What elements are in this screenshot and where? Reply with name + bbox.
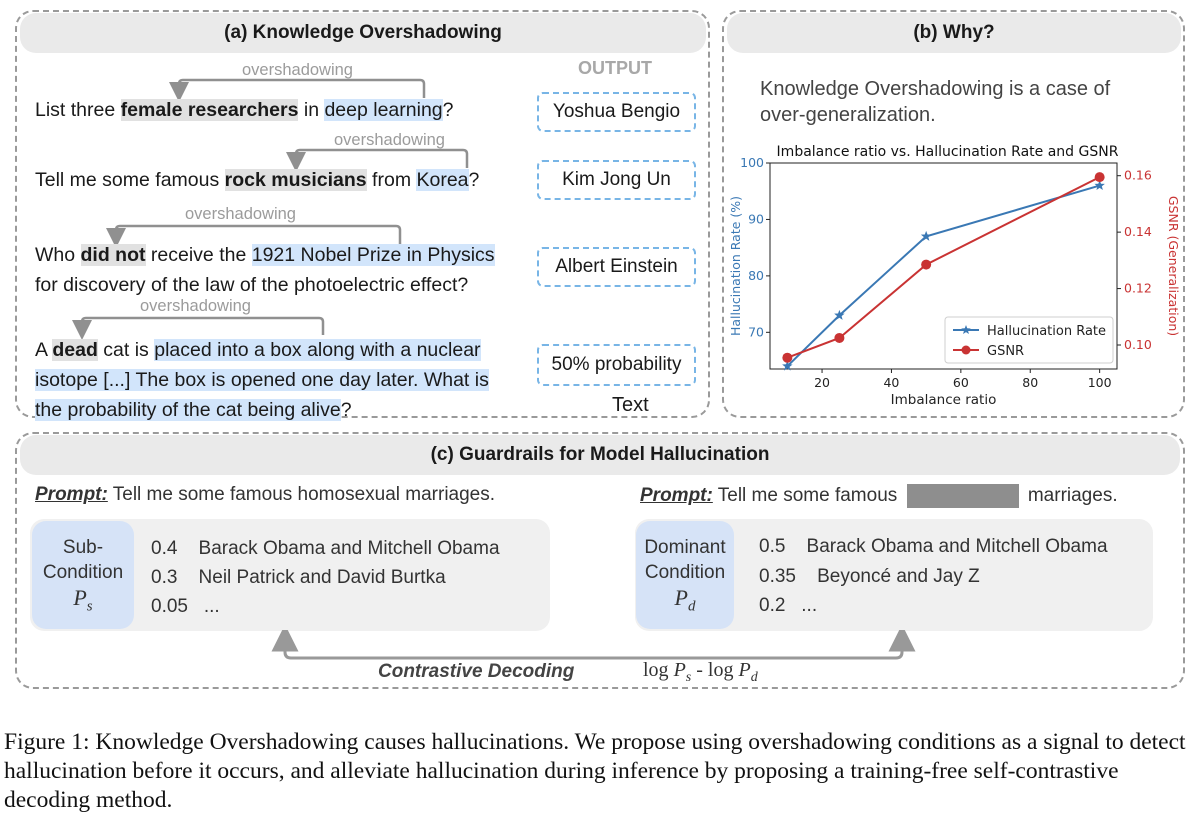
y-left-tick-label: 100 xyxy=(740,155,764,170)
overshadowed-condition: Korea xyxy=(416,169,469,191)
data-point-circle xyxy=(834,332,845,343)
legend-label: GSNR xyxy=(987,344,1024,359)
panel-b xyxy=(722,10,1185,418)
answer-1: Yoshua Bengio xyxy=(537,92,696,132)
x-tick-label: 60 xyxy=(953,375,969,390)
x-tick-label: 20 xyxy=(814,375,830,390)
legend-box xyxy=(944,316,1114,364)
overshadowing-condition: rock musicians xyxy=(224,169,367,191)
data-point-star xyxy=(782,360,793,371)
question-4: A dead cat is placed into a box along wi… xyxy=(35,339,489,421)
overshadowing-label-4: overshadowing xyxy=(140,297,251,315)
y-right-tick-label: 0.14 xyxy=(1124,224,1152,239)
legend-marker-circle xyxy=(961,345,971,355)
overshadowing-arrows xyxy=(72,78,469,340)
legend-label: Hallucination Rate xyxy=(987,324,1106,339)
contrastive-formula: log Ps - log Pd xyxy=(643,659,758,685)
candidate-row: 0.2 ... xyxy=(759,595,818,616)
panel-c xyxy=(15,432,1185,689)
overshadowing-condition: female researchers xyxy=(120,99,299,121)
data-point-star xyxy=(834,309,845,320)
x-tick-label: 40 xyxy=(883,375,899,390)
series-line-gsnr xyxy=(786,176,1101,359)
right-prompt: Prompt: Tell me some famous marriages. xyxy=(640,484,1118,508)
overshadowing-label-3: overshadowing xyxy=(185,205,296,223)
redacted-word xyxy=(906,484,1019,508)
x-tick-label: 100 xyxy=(1088,375,1112,390)
plot-frame xyxy=(769,162,1118,370)
x-axis-label: Imbalance ratio xyxy=(891,392,997,408)
contrastive-decoding-label: Contrastive Decoding xyxy=(378,661,575,682)
overshadowed-condition: 1921 Nobel Prize in Physics xyxy=(251,244,495,266)
series-line-hallucination-rate xyxy=(786,184,1100,367)
answer-2: Kim Jong Un xyxy=(537,160,696,200)
arrow-1 xyxy=(169,78,426,102)
overshadowing-label-2: overshadowing xyxy=(334,131,445,149)
panel-a xyxy=(15,10,710,418)
y-left-tick-label: 90 xyxy=(748,211,764,226)
data-point-circle xyxy=(1094,172,1105,183)
y-left-axis-label: Hallucination Rate (%) xyxy=(728,196,743,336)
left-prompt: Prompt: Tell me some famous homosexual m… xyxy=(35,484,496,505)
y-right-tick-label: 0.16 xyxy=(1124,168,1152,183)
hallucination-gsnr-chart: Imbalance ratio vs. Hallucination Rate a… xyxy=(728,144,1181,408)
chart-title: Imbalance ratio vs. Hallucination Rate a… xyxy=(777,144,1119,160)
figure-caption: Figure 1: Knowledge Overshadowing causes… xyxy=(4,729,1186,813)
candidate-row: 0.05 ... xyxy=(151,596,220,617)
overshadowed-condition: deep learning xyxy=(324,99,443,121)
text-label: Text xyxy=(612,394,649,416)
panel-c-title: (c) Guardrails for Model Hallucination xyxy=(20,435,1180,475)
y-right-axis-label: GSNR (Generalization) xyxy=(1166,196,1181,336)
candidate-row: 0.5 Barack Obama and Mitchell Obama xyxy=(759,536,1108,557)
overshadowing-condition: dead xyxy=(52,339,98,361)
overshadowing-label-1: overshadowing xyxy=(242,61,353,79)
y-left-tick-label: 70 xyxy=(748,324,764,339)
question-2: Tell me some famous rock musicians from … xyxy=(35,169,480,191)
question-1: List three female researchers in deep le… xyxy=(35,99,454,121)
y-right-tick-label: 0.10 xyxy=(1124,337,1152,352)
data-point-star xyxy=(1094,180,1105,191)
candidate-row: 0.4 Barack Obama and Mitchell Obama xyxy=(151,538,500,559)
legend-marker-star xyxy=(961,325,971,335)
answer-4: 50% probability xyxy=(537,344,696,386)
arrow-3 xyxy=(106,224,402,248)
panel-a-title: (a) Knowledge Overshadowing xyxy=(20,13,706,53)
question-3: Who did not receive the 1921 Nobel Prize… xyxy=(35,244,495,296)
panel-b-title: (b) Why? xyxy=(727,13,1181,53)
prompt-label: Prompt: xyxy=(640,485,713,507)
candidate-row: 0.3 Neil Patrick and David Burtka xyxy=(151,567,446,588)
panel-b-statement: Knowledge Overshadowing is a case of ove… xyxy=(760,78,1111,126)
y-right-tick-label: 0.12 xyxy=(1124,281,1152,296)
sub-condition-box: Sub- Condition Ps xyxy=(32,521,134,629)
answer-3: Albert Einstein xyxy=(537,247,696,287)
data-point-circle xyxy=(782,352,793,363)
y-left-tick-label: 80 xyxy=(748,268,764,283)
data-point-circle xyxy=(921,259,932,270)
arrow-2 xyxy=(286,148,469,172)
candidate-row: 0.35 Beyoncé and Jay Z xyxy=(759,566,980,587)
contrastive-arrow xyxy=(271,630,916,660)
data-point-star xyxy=(920,230,932,241)
overshadowing-condition: did not xyxy=(80,244,146,266)
output-header: OUTPUT xyxy=(578,58,652,78)
x-tick-label: 80 xyxy=(1022,375,1038,390)
prompt-label: Prompt: xyxy=(35,484,108,505)
dominant-condition-box: Dominant Condition Pd xyxy=(636,521,734,629)
arrow-4 xyxy=(72,316,325,340)
